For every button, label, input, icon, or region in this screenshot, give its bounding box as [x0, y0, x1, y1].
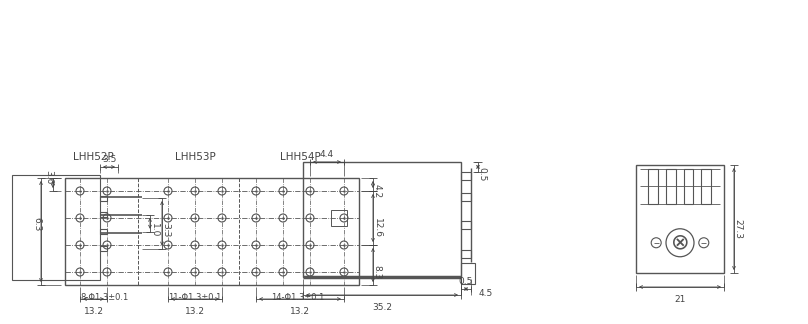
Bar — [666, 169, 675, 203]
Text: 8.3: 8.3 — [372, 265, 381, 279]
Text: 0.5: 0.5 — [459, 277, 473, 286]
Bar — [461, 221, 471, 229]
Bar — [303, 162, 461, 277]
Bar — [461, 263, 475, 284]
Text: 13.2: 13.2 — [185, 307, 205, 316]
Text: 6.3: 6.3 — [32, 217, 41, 232]
Bar — [100, 229, 107, 234]
Text: 27.3: 27.3 — [734, 219, 743, 239]
Bar — [65, 178, 359, 285]
Bar — [100, 196, 107, 201]
Text: LHH54P: LHH54P — [280, 152, 321, 162]
Bar — [12, 175, 100, 280]
Text: 4.5: 4.5 — [479, 288, 493, 297]
Text: 35.2: 35.2 — [372, 303, 392, 312]
Text: 8-Φ1.3±0.1: 8-Φ1.3±0.1 — [80, 293, 128, 302]
Bar — [461, 250, 471, 258]
Text: 1.0: 1.0 — [149, 223, 158, 238]
Text: 12.6: 12.6 — [372, 218, 381, 238]
Bar — [701, 169, 711, 203]
Text: 3.3: 3.3 — [162, 223, 170, 238]
Bar — [461, 172, 471, 180]
Text: 4.2: 4.2 — [372, 184, 381, 199]
Text: 13.2: 13.2 — [290, 307, 310, 316]
Text: 3.5: 3.5 — [102, 155, 116, 164]
Bar — [636, 165, 724, 273]
Bar — [648, 169, 658, 203]
Bar — [100, 246, 107, 251]
Text: 21: 21 — [675, 295, 686, 304]
Text: LHH52P: LHH52P — [73, 152, 113, 162]
Bar — [684, 169, 693, 203]
Text: 14-Φ1.3±0.1: 14-Φ1.3±0.1 — [271, 293, 324, 302]
Bar — [461, 192, 471, 201]
Bar — [331, 210, 347, 226]
Text: ⊗: ⊗ — [671, 233, 689, 253]
Text: 3.6: 3.6 — [44, 170, 53, 184]
Bar — [100, 213, 107, 217]
Text: 0.5: 0.5 — [478, 167, 486, 181]
Text: 13.2: 13.2 — [83, 307, 103, 316]
Text: LHH53P: LHH53P — [175, 152, 216, 162]
Text: 11-Φ1.3±0.1: 11-Φ1.3±0.1 — [168, 293, 221, 302]
Text: 4.4: 4.4 — [320, 150, 334, 159]
